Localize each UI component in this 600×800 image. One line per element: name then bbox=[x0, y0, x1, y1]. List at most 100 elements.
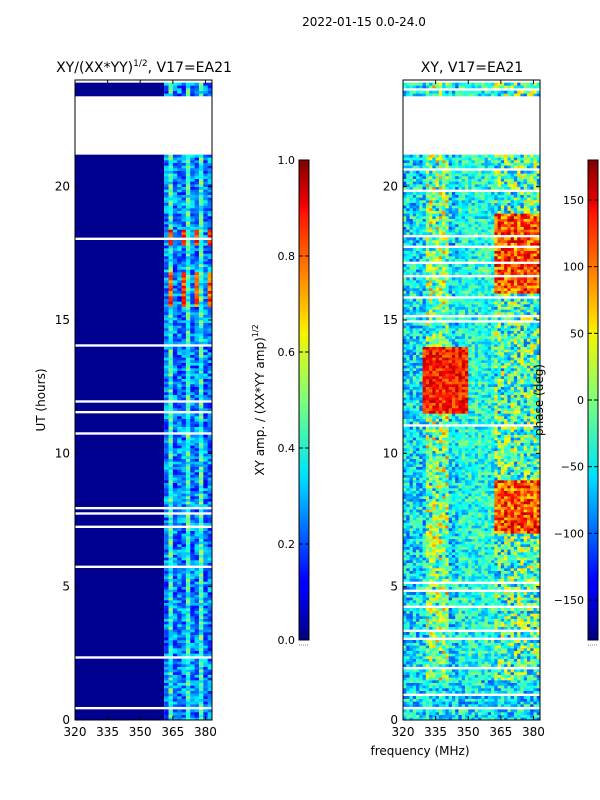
right-heat-cell bbox=[513, 634, 518, 638]
right-heat-cell bbox=[468, 682, 472, 686]
left-heat-cell bbox=[168, 253, 174, 257]
left-heat-cell bbox=[207, 373, 212, 377]
right-heat-cell bbox=[536, 674, 540, 678]
right-heat-cell bbox=[409, 621, 414, 625]
right-heat-cell bbox=[468, 677, 472, 681]
left-heat-cell bbox=[190, 82, 195, 86]
right-heat-cell bbox=[478, 621, 482, 625]
left-heat-cell bbox=[190, 173, 195, 177]
left-heat-cell bbox=[194, 386, 200, 390]
left-heat-cell bbox=[172, 277, 178, 281]
right-heat-cell bbox=[422, 565, 427, 569]
right-heat-cell bbox=[448, 560, 453, 563]
right-heat-cell bbox=[504, 680, 508, 683]
left-colorbar-tick-label: 0.4 bbox=[278, 442, 296, 455]
left-heat-cell bbox=[75, 301, 165, 305]
right-heat-cell bbox=[419, 632, 423, 635]
left-heat-cell bbox=[198, 517, 204, 521]
right-heat-cell bbox=[419, 688, 423, 691]
left-heat-cell bbox=[181, 232, 187, 235]
right-heat-cell bbox=[510, 669, 515, 673]
right-heat-cell bbox=[500, 624, 505, 627]
left-heat-cell bbox=[164, 197, 169, 201]
left-heat-cell bbox=[177, 552, 182, 555]
left-heat-cell bbox=[207, 210, 212, 214]
right-heat-cell bbox=[536, 634, 540, 638]
left-heat-cell bbox=[168, 600, 174, 603]
right-heat-cell bbox=[510, 626, 515, 630]
right-heat-cell bbox=[416, 576, 420, 579]
right-heat-cell bbox=[491, 549, 495, 553]
right-heat-cell bbox=[458, 642, 463, 646]
right-heat-cell bbox=[419, 624, 423, 627]
left-heat-cell bbox=[203, 234, 208, 238]
left-heat-cell bbox=[190, 208, 195, 211]
left-heat-cell bbox=[185, 600, 191, 603]
right-heat-cell bbox=[478, 698, 482, 702]
left-heat-cell bbox=[207, 216, 212, 219]
right-heat-cell bbox=[491, 645, 495, 649]
right-heat-cell bbox=[533, 658, 538, 662]
right-heat-cell bbox=[484, 610, 489, 614]
left-heat-cell bbox=[172, 629, 178, 633]
right-heat-cell bbox=[517, 682, 521, 686]
right-heat-cell bbox=[416, 717, 420, 720]
right-heat-cell bbox=[412, 557, 417, 561]
left-heat-cell bbox=[168, 504, 174, 507]
right-heat-cell bbox=[513, 632, 518, 635]
left-heat-cell bbox=[203, 469, 208, 473]
right-heat-cell bbox=[471, 586, 476, 590]
left-heat-cell bbox=[194, 434, 200, 438]
left-heat-cell bbox=[198, 160, 204, 163]
right-heat-cell bbox=[481, 552, 485, 555]
right-heat-cell bbox=[442, 600, 446, 603]
right-heat-cell bbox=[409, 709, 414, 713]
right-heat-cell bbox=[513, 594, 518, 598]
right-heat-cell bbox=[442, 570, 446, 574]
left-heat-cell bbox=[198, 250, 204, 254]
left-heat-cell bbox=[177, 157, 182, 161]
left-heat-cell bbox=[172, 85, 178, 89]
left-heat-cell bbox=[181, 616, 187, 619]
left-heat-cell bbox=[181, 181, 187, 185]
right-heat-cell bbox=[504, 709, 508, 713]
left-heat-cell bbox=[194, 360, 200, 363]
right-heat-cell bbox=[507, 592, 511, 595]
left-heat-cell bbox=[177, 336, 182, 339]
left-heat-cell bbox=[190, 450, 195, 454]
right-heat-cell bbox=[432, 682, 436, 686]
right-heat-cell bbox=[520, 642, 524, 646]
right-heat-cell bbox=[507, 594, 511, 598]
left-heat-cell bbox=[75, 192, 165, 195]
right-heat-cell bbox=[504, 602, 508, 606]
right-heat-cell bbox=[517, 610, 521, 614]
left-heat-cell bbox=[177, 626, 182, 630]
right-heat-cell bbox=[474, 642, 479, 646]
right-heat-cell bbox=[442, 592, 446, 595]
left-heat-cell bbox=[164, 370, 169, 374]
right-heat-cell bbox=[416, 586, 420, 590]
left-heat-cell bbox=[181, 240, 187, 243]
left-heat-cell bbox=[172, 293, 178, 297]
right-heat-cell bbox=[474, 613, 479, 617]
left-heat-cell bbox=[164, 357, 169, 361]
right-heat-cell bbox=[403, 648, 407, 651]
right-heat-cell bbox=[504, 586, 508, 590]
left-heat-cell bbox=[194, 285, 200, 289]
left-heat-cell bbox=[185, 189, 191, 193]
left-heat-cell bbox=[75, 608, 165, 611]
left-heat-cell bbox=[172, 165, 178, 169]
right-heat-cell bbox=[461, 656, 466, 659]
left-heat-cell bbox=[172, 322, 178, 326]
left-heat-cell bbox=[203, 629, 208, 633]
right-heat-cell bbox=[458, 698, 463, 702]
left-heat-cell bbox=[207, 608, 212, 611]
right-heat-cell bbox=[517, 696, 521, 699]
right-heat-cell bbox=[536, 664, 540, 667]
left-heat-cell bbox=[207, 533, 212, 537]
right-heat-cell bbox=[526, 546, 531, 550]
left-heat-cell bbox=[75, 605, 165, 609]
left-heat-cell bbox=[168, 522, 174, 526]
left-heat-cell bbox=[168, 338, 174, 342]
right-heat-cell bbox=[468, 578, 472, 582]
